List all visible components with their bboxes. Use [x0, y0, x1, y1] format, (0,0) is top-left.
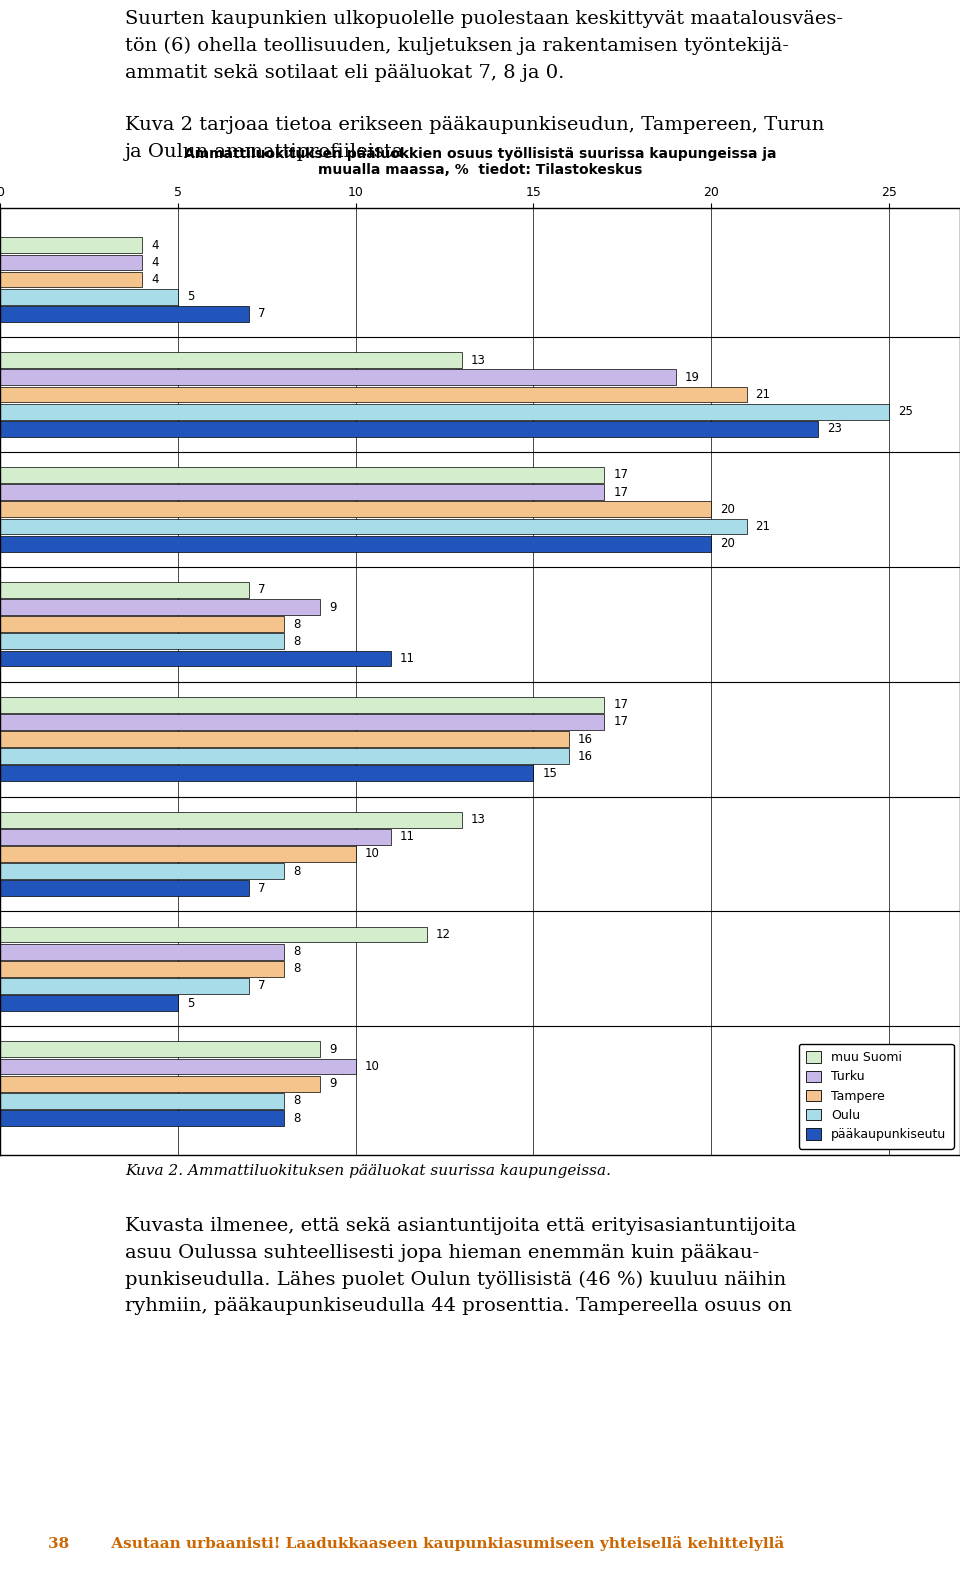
- Text: 17: 17: [613, 468, 629, 482]
- Text: 11: 11: [400, 651, 415, 666]
- Text: 8: 8: [294, 865, 300, 877]
- Text: 8: 8: [294, 1111, 300, 1124]
- Text: 7: 7: [258, 307, 265, 321]
- Text: 13: 13: [471, 813, 486, 827]
- Text: 21: 21: [756, 387, 771, 402]
- Bar: [0, 1092, 284, 1108]
- Text: 11: 11: [400, 830, 415, 843]
- Text: 10: 10: [365, 847, 379, 860]
- Text: 5: 5: [186, 291, 194, 304]
- Text: 8: 8: [294, 636, 300, 648]
- Bar: [0, 944, 284, 960]
- Bar: [0, 765, 534, 781]
- Text: 12: 12: [436, 928, 450, 941]
- Text: 16: 16: [578, 749, 592, 762]
- Text: 4: 4: [151, 256, 158, 269]
- Text: 17: 17: [613, 485, 629, 498]
- Text: Suurten kaupunkien ulkopuolelle puolestaan keskittyvät maatalousväes-
tön (6) oh: Suurten kaupunkien ulkopuolelle puolesta…: [125, 11, 843, 161]
- Bar: [0, 307, 249, 323]
- Text: 16: 16: [578, 732, 592, 746]
- Bar: [0, 1059, 355, 1075]
- Text: 25: 25: [898, 405, 913, 417]
- Text: 13: 13: [471, 354, 486, 367]
- Bar: [0, 353, 462, 368]
- Bar: [0, 421, 818, 436]
- Bar: [0, 715, 605, 730]
- Bar: [0, 697, 605, 713]
- Bar: [0, 748, 569, 764]
- Text: 19: 19: [684, 372, 700, 384]
- Text: 9: 9: [329, 1077, 336, 1091]
- Bar: [0, 484, 605, 500]
- Text: 7: 7: [258, 980, 265, 993]
- Bar: [0, 582, 249, 598]
- Text: 9: 9: [329, 1043, 336, 1056]
- Bar: [0, 811, 462, 827]
- Bar: [0, 1042, 320, 1058]
- Text: 4: 4: [151, 239, 158, 251]
- Bar: [0, 370, 676, 386]
- Bar: [0, 599, 320, 615]
- Bar: [0, 536, 711, 552]
- Text: 20: 20: [720, 503, 734, 515]
- Text: 38        Asutaan urbaanisti! Laadukkaaseen kaupunkiasumiseen yhteisellä kehitte: 38 Asutaan urbaanisti! Laadukkaaseen kau…: [48, 1535, 784, 1551]
- Text: 8: 8: [294, 618, 300, 631]
- Text: 23: 23: [827, 422, 842, 435]
- Bar: [0, 1110, 284, 1126]
- Text: 5: 5: [186, 996, 194, 1010]
- Bar: [0, 519, 747, 534]
- Bar: [0, 926, 426, 942]
- Bar: [0, 1075, 320, 1091]
- Text: 8: 8: [294, 1094, 300, 1107]
- Text: 21: 21: [756, 520, 771, 533]
- Bar: [0, 255, 142, 270]
- Bar: [0, 863, 284, 879]
- Title: Ammattiluokituksen pääluokkien osuus työllisistä suurissa kaupungeissa ja
muuall: Ammattiluokituksen pääluokkien osuus työ…: [183, 147, 777, 177]
- Text: 10: 10: [365, 1059, 379, 1073]
- Bar: [0, 651, 391, 667]
- Text: 9: 9: [329, 601, 336, 613]
- Bar: [0, 617, 284, 632]
- Bar: [0, 828, 391, 844]
- Bar: [0, 289, 178, 305]
- Bar: [0, 272, 142, 288]
- Bar: [0, 979, 249, 994]
- Text: 7: 7: [258, 583, 265, 596]
- Text: 15: 15: [542, 767, 557, 779]
- Bar: [0, 846, 355, 862]
- Text: 7: 7: [258, 882, 265, 895]
- Legend: muu Suomi, Turku, Tampere, Oulu, pääkaupunkiseutu: muu Suomi, Turku, Tampere, Oulu, pääkaup…: [799, 1043, 953, 1149]
- Text: Kuva 2. Ammattiluokituksen pääluokat suurissa kaupungeissa.: Kuva 2. Ammattiluokituksen pääluokat suu…: [125, 1165, 611, 1178]
- Bar: [0, 386, 747, 402]
- Bar: [0, 403, 889, 419]
- Text: 17: 17: [613, 715, 629, 729]
- Bar: [0, 501, 711, 517]
- Bar: [0, 730, 569, 746]
- Bar: [0, 634, 284, 650]
- Text: 8: 8: [294, 945, 300, 958]
- Text: 20: 20: [720, 538, 734, 550]
- Text: 4: 4: [151, 274, 158, 286]
- Bar: [0, 237, 142, 253]
- Bar: [0, 996, 178, 1010]
- Bar: [0, 961, 284, 977]
- Text: 8: 8: [294, 963, 300, 975]
- Bar: [0, 881, 249, 896]
- Bar: [0, 466, 605, 482]
- Text: Kuvasta ilmenee, että sekä asiantuntijoita että erityisasiantuntijoita
asuu Oulu: Kuvasta ilmenee, että sekä asiantuntijoi…: [125, 1217, 796, 1315]
- Text: 17: 17: [613, 699, 629, 711]
